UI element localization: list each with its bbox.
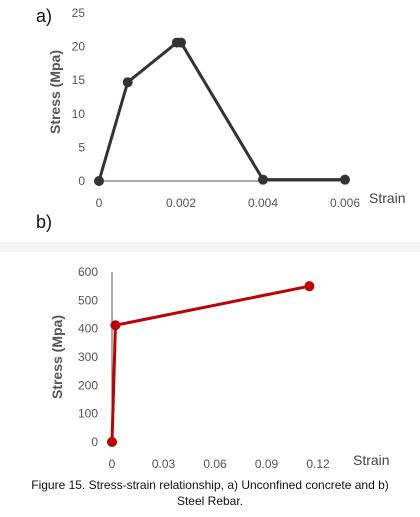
chart-panel-b: 0 100 200 300 400 500 600 0 0.03 0.06 0.09 0.12 Stra… <box>0 212 420 474</box>
y-tick-label: 5 <box>78 140 85 154</box>
series-line <box>97 41 345 182</box>
y-tick-label: 20 <box>72 40 86 54</box>
chart-panel-a: 0 5 10 15 20 25 0 0.002 0.004 0.006 Strain Stress (… <box>0 0 420 242</box>
figure-caption: Figure 15. Stress-strain relationship, a… <box>0 477 420 509</box>
y-tick-label: 600 <box>78 265 98 279</box>
y-tick-label: 10 <box>72 107 86 121</box>
y-axis-title: Stress (Mpa) <box>49 315 65 399</box>
panel-label: a) <box>36 6 52 26</box>
data-point <box>304 281 315 292</box>
x-tick-label: 0.06 <box>203 457 227 471</box>
x-tick-label: 0 <box>96 196 103 210</box>
y-tick-label: 100 <box>78 407 98 421</box>
data-point <box>122 77 133 88</box>
x-tick-label: 0.12 <box>306 457 330 471</box>
y-tick-label: 500 <box>78 293 98 307</box>
caption-line-1: Figure 15. Stress-strain relationship, a… <box>31 478 389 492</box>
chart-a-svg: 0 5 10 15 20 25 0 0.002 0.004 0.006 Strain Stress (… <box>36 6 406 210</box>
x-tick-label: 0.002 <box>166 196 196 210</box>
data-point <box>107 437 117 447</box>
x-tick-label: 0.006 <box>330 196 360 210</box>
y-tick-label: 15 <box>72 73 86 87</box>
y-tick-label: 0 <box>78 174 85 188</box>
panel-label: b) <box>36 212 52 232</box>
x-tick-label: 0 <box>109 457 116 471</box>
x-tick-label: 0.09 <box>255 457 279 471</box>
x-tick-label: 0.004 <box>248 196 278 210</box>
y-tick-label: 200 <box>78 378 98 392</box>
data-point <box>176 37 186 48</box>
x-tick-label: 0.03 <box>152 457 176 471</box>
chart-b-svg: 0 100 200 300 400 500 600 0 0.03 0.06 0.09 0.12 Stra… <box>36 212 390 471</box>
y-tick-label: 0 <box>91 435 98 449</box>
y-tick-label: 300 <box>78 350 98 364</box>
data-point <box>340 174 350 185</box>
data-point <box>258 174 268 185</box>
data-point <box>110 320 121 331</box>
y-tick-label: 400 <box>78 322 98 336</box>
data-point <box>94 176 104 186</box>
series-line <box>110 284 310 443</box>
y-tick-label: 25 <box>72 6 86 20</box>
caption-line-2: Steel Rebar. <box>176 494 244 508</box>
panel-separator <box>0 242 420 252</box>
x-axis-title: Strain <box>353 452 390 468</box>
x-axis-title: Strain <box>369 190 406 206</box>
y-axis-title: Stress (Mpa) <box>47 50 63 134</box>
